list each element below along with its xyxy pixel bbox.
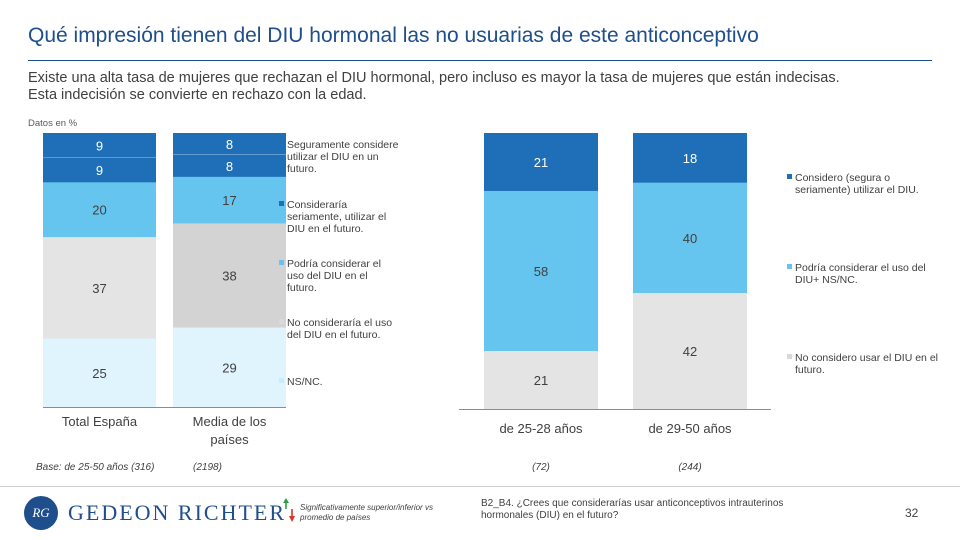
bar-segment-4-1	[633, 133, 747, 183]
legend-item-7: Podría considerar el uso del DIU+ NS/NC.	[787, 262, 947, 292]
legend-swatch-3	[279, 260, 284, 265]
legend-item-6: Considero (segura o seriamente) utilizar…	[787, 172, 947, 202]
base-label-1: Base: de 25-50 años (316)	[36, 462, 155, 473]
data-label-2-4: 38	[222, 268, 236, 283]
data-label-2-3: 17	[222, 193, 236, 208]
data-label-4-1: 18	[683, 151, 697, 166]
bar-segment-2-5	[173, 327, 286, 408]
title-divider	[28, 60, 932, 61]
bar-segment-2-1	[173, 133, 286, 156]
bar-segment-2-4	[173, 223, 286, 328]
data-label-3-3: 21	[534, 373, 548, 388]
page-title: Qué impresión tienen del DIU hormonal la…	[28, 24, 759, 47]
gedeon-richter-logo-text: GEDEON RICHTER	[68, 500, 287, 525]
category-label-1: Total España	[61, 414, 138, 429]
base-label-2: (2198)	[193, 462, 222, 473]
category-label-2-line-1: Media de los	[192, 414, 267, 429]
data-label-1-3: 20	[92, 203, 106, 218]
bar-segment-4-2	[633, 182, 747, 294]
legend-item-8: No considero usar el DIU en el futuro.	[787, 352, 947, 382]
base-label-3: (72)	[532, 462, 550, 473]
bar-segment-2-2	[173, 154, 286, 178]
units-label: Datos en %	[28, 118, 78, 129]
data-label-3-2: 58	[534, 264, 548, 279]
significance-arrows-icon	[283, 498, 295, 522]
category-label-2-line-2: países	[210, 432, 249, 447]
data-label-2-2: 8	[226, 159, 233, 174]
legend-item-1: Seguramente considere utilizar el DIU en…	[279, 139, 404, 199]
bar-segment-3-1	[484, 133, 598, 192]
legend-swatch-7	[787, 264, 792, 269]
legend-swatch-1	[279, 141, 284, 146]
category-label-3: de 25-28 años	[499, 421, 583, 436]
legend-swatch-8	[787, 354, 792, 359]
subtitle-line-2: Esta indecisión se convierte en rechazo …	[28, 87, 367, 103]
bar-segment-1-1	[43, 133, 156, 158]
significance-note: Significativamente superior/inferior vs …	[300, 503, 433, 522]
data-label-1-1: 9	[96, 138, 103, 153]
data-label-4-2: 40	[683, 231, 697, 246]
data-label-1-2: 9	[96, 163, 103, 178]
bar-segment-1-2	[43, 157, 156, 183]
bar-segment-1-4	[43, 237, 156, 339]
legend-label-1: Seguramente considere utilizar el DIU en…	[287, 139, 399, 175]
page-subtitle: Existe una alta tasa de mujeres que rech…	[28, 70, 943, 104]
bar-segment-3-2	[484, 190, 598, 352]
legend-label-7: Podría considerar el uso del DIU+ NS/NC.	[795, 262, 926, 286]
survey-question: B2_B4. ¿Crees que considerarías usar ant…	[481, 498, 784, 521]
legend-item-4: No consideraría el uso del DIU en el fut…	[279, 317, 404, 377]
legend-swatch-5	[279, 378, 284, 383]
legend-label-5: NS/NC.	[287, 376, 323, 388]
bar-segment-4-3	[633, 293, 747, 410]
data-label-3-1: 21	[534, 155, 548, 170]
data-label-1-4: 37	[92, 281, 106, 296]
legend-label-2: Consideraría seriamente, utilizar el DIU…	[287, 199, 387, 235]
base-label-4: (244)	[678, 462, 702, 473]
data-label-2-5: 29	[222, 360, 236, 375]
legend-label-3: Podría considerar el uso del DIU en el f…	[287, 258, 381, 294]
data-label-2-1: 8	[226, 137, 233, 152]
legend-label-8: No considero usar el DIU en el futuro.	[795, 352, 938, 376]
bar-segment-3-3	[484, 351, 598, 410]
legend-swatch-6	[787, 174, 792, 179]
bar-segment-2-3	[173, 176, 286, 224]
data-label-1-5: 25	[92, 366, 106, 381]
legend-item-5: NS/NC.	[279, 376, 404, 436]
gedeon-richter-logo-mark: RG	[24, 496, 58, 530]
legend-item-2: Consideraría seriamente, utilizar el DIU…	[279, 199, 404, 259]
bar-segment-1-5	[43, 338, 156, 408]
data-label-4-3: 42	[683, 344, 697, 359]
category-label-4: de 29-50 años	[648, 421, 732, 436]
subtitle-line-1: Existe una alta tasa de mujeres que rech…	[28, 70, 840, 86]
legend-label-4: No consideraría el uso del DIU en el fut…	[287, 317, 393, 341]
bar-segment-1-3	[43, 182, 156, 238]
footer-divider	[0, 486, 960, 487]
legend-item-3: Podría considerar el uso del DIU en el f…	[279, 258, 404, 318]
legend-swatch-4	[279, 319, 284, 324]
legend-swatch-2	[279, 201, 284, 206]
legend-label-6: Considero (segura o seriamente) utilizar…	[795, 172, 919, 196]
page-number: 32	[905, 506, 919, 520]
